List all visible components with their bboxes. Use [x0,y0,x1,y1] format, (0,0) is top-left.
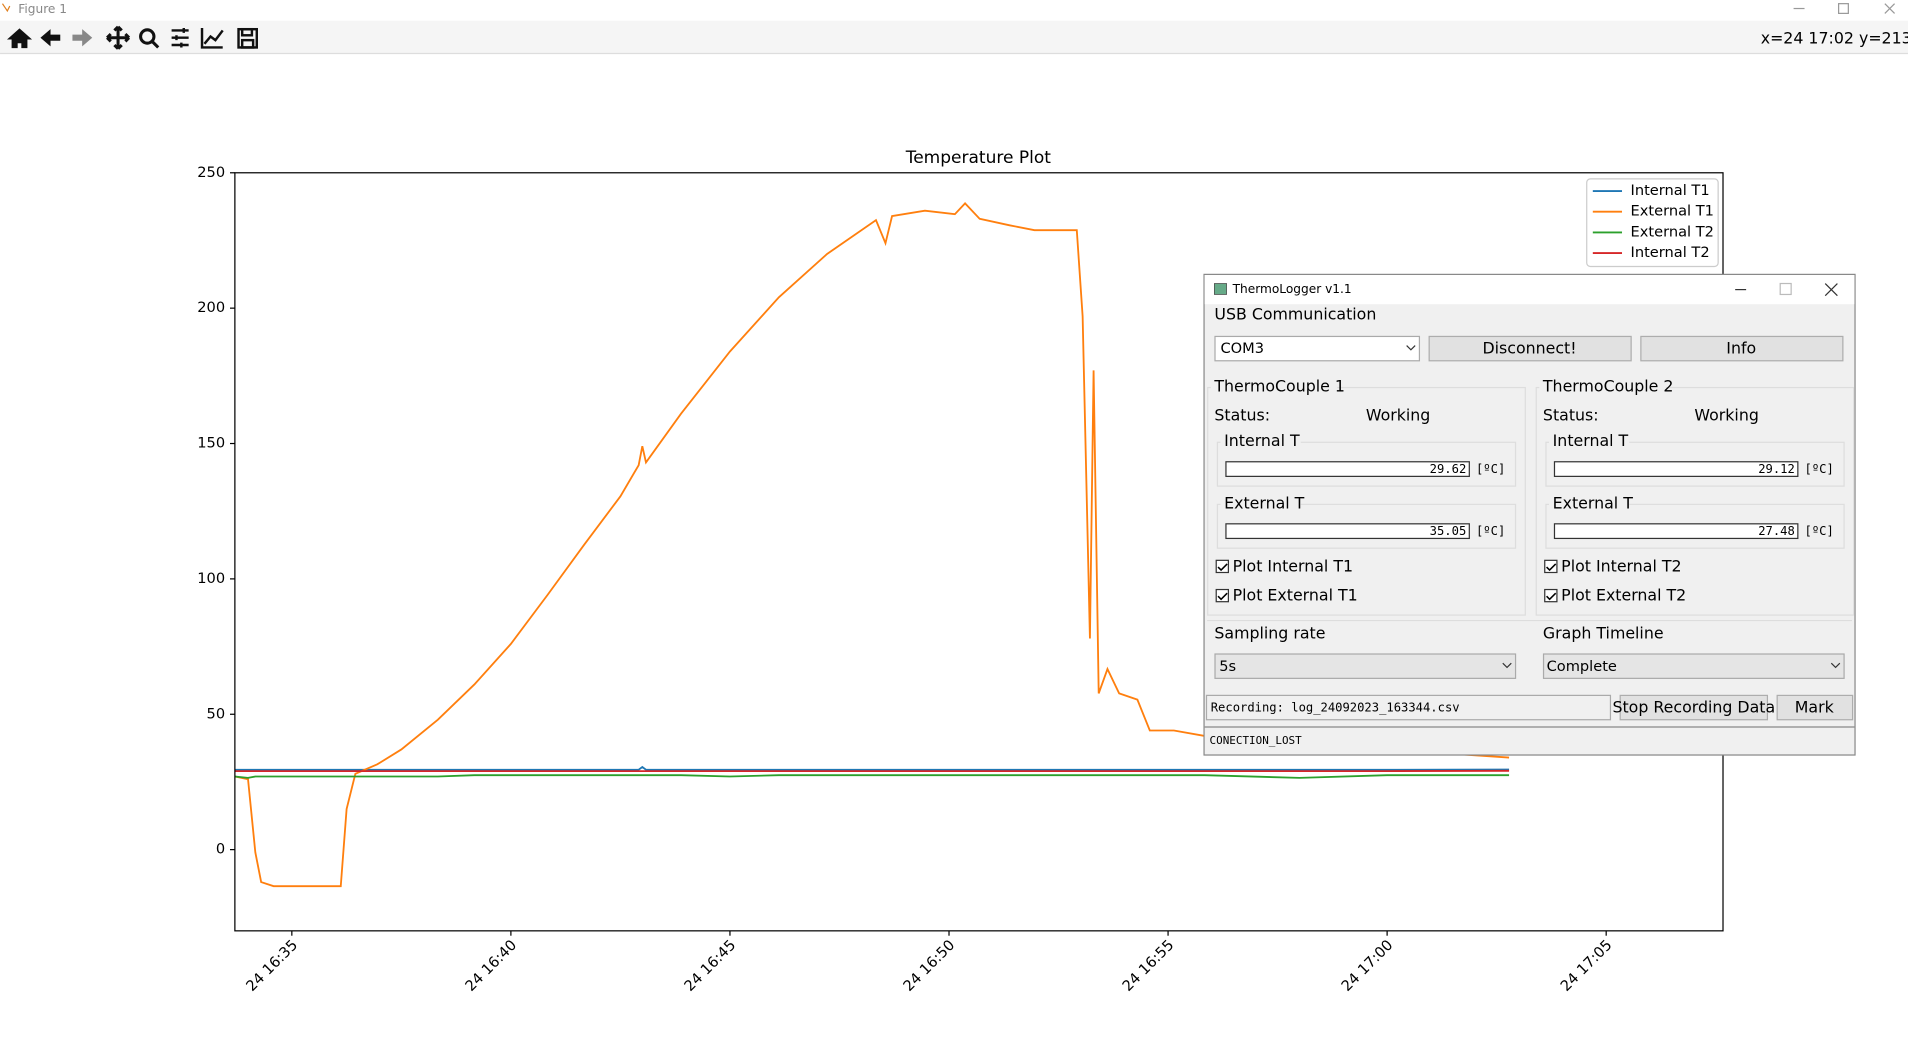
status-label: Status: [1543,406,1599,425]
legend-label: Internal T2 [1631,244,1710,261]
info-button[interactable]: Info [1641,336,1843,360]
mark-button[interactable]: Mark [1777,695,1852,719]
legend: Internal T1 External T1 External T2 Interna… [1587,179,1718,267]
legend-label: External T1 [1631,203,1714,220]
timeline-value: Complete [1547,658,1617,675]
reading-label: Internal T [1553,431,1629,450]
mark-button-label: Mark [1795,698,1835,717]
y-tick-label: 0 [216,841,225,858]
info-button-label: Info [1726,339,1756,358]
usb-label: USB Communication [1214,305,1376,324]
reading-label: Internal T [1224,431,1300,450]
connect-button[interactable]: Disconnect! [1429,336,1631,360]
dialog-icon [1214,284,1226,295]
legend-label: External T2 [1631,223,1714,240]
reading-unit: [ºC] [1476,462,1505,476]
y-tick-label: 250 [197,164,225,181]
checkbox-box[interactable] [1216,590,1228,602]
plot-checkbox[interactable]: Plot External T2 [1545,586,1686,605]
thermologger-dialog: ThermoLogger v1.1 USB Communication COM3… [1204,274,1855,755]
port-combo[interactable]: COM3 [1215,336,1419,360]
group-title: ThermoCouple 1 [1213,376,1345,395]
reading-label: External T [1224,493,1305,512]
stop-recording-label: Stop Recording Data [1612,698,1775,717]
legend-label: Internal T1 [1631,182,1710,199]
reading-value: 29.12 [1758,462,1795,476]
sampling-label: Sampling rate [1214,623,1325,642]
chart-title: Temperature Plot [905,148,1052,168]
checkbox-label: Plot Internal T2 [1561,557,1681,576]
y-tick-label: 150 [197,435,225,452]
checkbox-box[interactable] [1545,590,1557,602]
status-value: Working [1694,406,1758,425]
toolbar [0,21,1908,54]
connect-button-label: Disconnect! [1482,339,1576,358]
stop-recording-button[interactable]: Stop Recording Data [1612,695,1775,719]
sampling-combo[interactable]: 5s [1215,654,1516,678]
sampling-value: 5s [1219,658,1236,675]
dialog-title: ThermoLogger v1.1 [1232,282,1352,296]
checkbox-label: Plot External T1 [1233,586,1358,605]
plot-checkbox[interactable]: Plot Internal T1 [1216,557,1353,576]
y-tick-label: 100 [197,570,225,587]
status-label: Status: [1214,406,1270,425]
reading-unit: [ºC] [1805,462,1834,476]
title-bar [0,0,1908,21]
timeline-combo[interactable]: Complete [1544,654,1845,678]
checkbox-label: Plot Internal T1 [1233,557,1353,576]
window-title: Figure 1 [18,2,67,16]
checkbox-box[interactable] [1216,560,1228,572]
configure-button[interactable] [172,28,189,47]
reading-value: 29.62 [1430,462,1467,476]
recording-text: Recording: log_24092023_163344.csv [1211,701,1460,715]
checkbox-label: Plot External T2 [1561,586,1686,605]
reading-value: 35.05 [1430,524,1467,538]
y-tick-label: 50 [207,705,226,722]
plot-checkbox[interactable]: Plot Internal T2 [1545,557,1682,576]
status-value: Working [1366,406,1430,425]
group-title: ThermoCouple 2 [1542,376,1674,395]
status-bar-text: CONECTION_LOST [1210,734,1303,747]
reading-unit: [ºC] [1805,524,1834,538]
reading-unit: [ºC] [1476,524,1505,538]
y-tick-label: 200 [197,299,225,316]
plot-checkbox[interactable]: Plot External T1 [1216,586,1357,605]
port-value: COM3 [1220,340,1264,357]
timeline-label: Graph Timeline [1543,623,1664,642]
reading-label: External T [1553,493,1634,512]
cursor-coordinates: x=24 17:02 y=213.4 [1761,28,1908,47]
reading-value: 27.48 [1758,524,1795,538]
checkbox-box[interactable] [1545,560,1557,572]
